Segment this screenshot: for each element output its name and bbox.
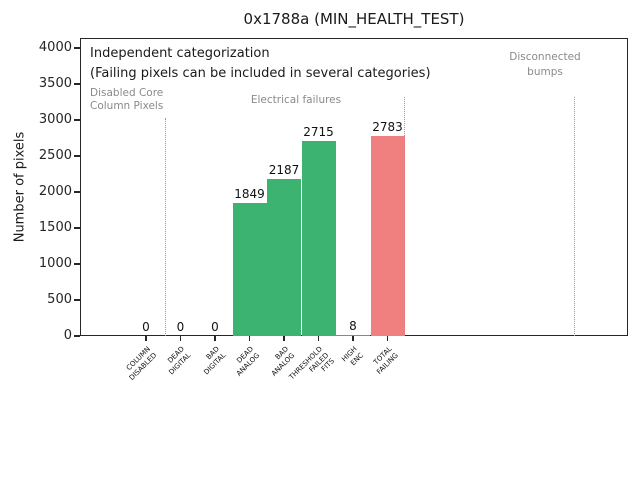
chart-title: 0x1788a (MIN_HEALTH_TEST) [243,10,465,28]
bar-value-label: 0 [176,320,185,334]
y-tick-label: 2000 [38,184,72,199]
x-tick-label: BAD DIGITAL [201,345,227,377]
annotation-independent-categorization: Independent categorization [90,46,270,61]
bar-value-label: 8 [349,319,357,333]
bar-value-label: 0 [142,320,150,334]
x-tick-mark [214,336,216,341]
plot-area [80,38,628,336]
x-tick-mark [386,336,389,341]
section-label-disconnected-bumps: Disconnected bumps [509,51,581,78]
y-tick-label: 500 [47,292,72,307]
x-tick-label: THRESHOLD FAILED FITS [287,345,337,382]
bar [370,136,405,336]
x-tick-mark [317,336,320,341]
y-tick-label: 1500 [38,220,72,235]
x-tick-label: TOTAL FAILING [371,345,400,376]
y-tick-label: 1000 [38,256,72,271]
y-tick-label: 3000 [38,112,72,127]
section-label-disabled-core-column-pixels: Disabled Core Column Pixels [90,87,164,112]
section-divider-line [403,97,405,336]
x-tick-label: HIGH ENC [340,345,365,367]
y-tick-mark [74,83,80,85]
y-tick-mark [74,155,80,157]
bar-value-label: 2783 [372,120,403,134]
section-divider-line [573,97,575,336]
y-tick-mark [74,299,80,301]
x-tick-mark [179,336,182,341]
y-tick-mark [74,47,80,49]
bar [232,203,267,336]
y-tick-mark [74,227,80,229]
bar-value-label: 2715 [303,125,334,139]
bar [267,179,301,336]
section-label-electrical-failures: Electrical failures [250,94,342,106]
x-tick-mark [283,336,285,341]
bar-value-label: 1849 [234,187,265,201]
bar-value-label: 2187 [268,163,300,177]
x-tick-label: DEAD DIGITAL [166,345,193,377]
y-tick-mark [74,263,80,265]
annotation-failing-note: (Failing pixels can be included in sever… [90,66,431,81]
x-tick-mark [352,336,354,341]
x-tick-mark [145,336,147,341]
x-tick-label: DEAD ANALOG [234,345,262,378]
bar-value-label: 0 [211,320,219,334]
y-tick-label: 0 [63,328,72,343]
bar [336,335,370,336]
y-tick-mark [74,119,80,121]
x-tick-mark [248,336,251,341]
y-tick-label: 4000 [38,40,72,55]
section-divider-line [165,118,166,336]
x-tick-label: COLUMN DISABLED [124,345,158,382]
y-tick-mark [74,335,80,337]
y-tick-mark [74,191,80,193]
y-tick-label: 2500 [38,148,72,163]
y-tick-label: 3500 [38,76,72,91]
bar [301,141,336,336]
